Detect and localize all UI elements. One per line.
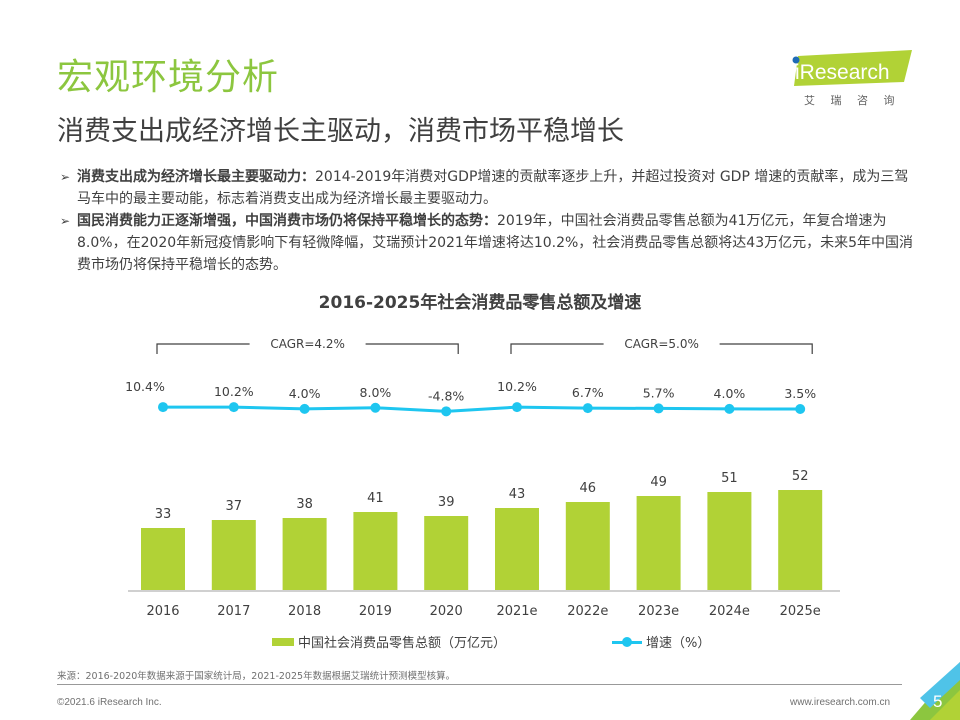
logo-brand-text: iResearch [795,61,890,84]
cagr-bracket-right [719,343,813,354]
growth-value-label: 4.0% [714,386,746,401]
legend-item-line: 增速（%） [612,632,710,651]
growth-point-2019 [370,402,381,413]
corner-decoration [910,662,960,720]
bar-2020 [424,516,469,590]
bar-value-label: 43 [509,487,526,502]
legend-bar-swatch [272,637,294,646]
logo-dot-icon [792,56,800,64]
x-tick-label: 2018 [288,604,321,619]
bar-2018 [282,518,327,590]
bar-2024e [707,492,752,590]
bar-value-label: 46 [580,481,597,496]
logo-banner [794,50,912,86]
bullet-text: 2014-2019年消费对GDP增速的贡献率逐步上升，并超过投资对 GDP 增速… [77,169,909,207]
cagr-brackets: CAGR=4.2% CAGR=5.0% [156,337,813,354]
bullet-item: ➢ 消费支出成为经济增长最主要驱动力：2014-2019年消费对GDP增速的贡献… [60,166,920,210]
growth-point-2024e [724,403,735,414]
arrow-right-icon: ➢ [60,214,71,228]
arrow-right-icon: ➢ [60,170,71,184]
growth-point-2025e [795,404,806,415]
x-tick-label: 2023e [638,604,679,619]
bar-value-label: 41 [367,491,384,506]
bar-value-label: 51 [721,471,738,486]
bar-2021e [495,508,539,590]
x-tick-label: 2024e [709,604,750,619]
growth-point-2021e [512,402,522,413]
growth-point-2022e [582,403,593,414]
page-title: 宏观环境分析 [57,57,280,98]
growth-value-label: 10.2% [497,379,537,394]
legend-line-label: 增速（%） [646,636,711,651]
source-note: 来源：2016-2020年数据来源于国家统计局，2021-2025年数据根据艾瑞… [57,671,456,682]
chart-title: 2016-2025年社会消费品零售总额及增速 [318,293,642,313]
iresearch-logo: iResearch 艾 瑞 咨 询 [792,50,912,107]
bar-value-label: 39 [438,495,455,510]
x-tick-label: 2021e [496,604,537,619]
bullet-list: ➢ 消费支出成为经济增长最主要驱动力：2014-2019年消费对GDP增速的贡献… [60,166,920,276]
x-tick-label: 2017 [217,604,250,619]
growth-point-2018 [299,403,310,414]
bar-value-label: 38 [296,497,313,512]
growth-point-2017 [228,402,239,413]
bar-2022e [565,502,610,590]
cagr-label: CAGR=5.0% [624,337,699,351]
cagr-bracket-left [510,343,604,354]
copyright: ©2021.6 iResearch Inc. [57,697,162,708]
growth-value-label: 3.5% [784,386,816,401]
footer-divider [57,684,902,685]
bar-2019 [353,512,398,590]
bar-value-label: 37 [226,499,243,514]
growth-value-label: 4.0% [289,386,321,401]
growth-value-label: 10.4% [125,379,165,394]
x-tick-label: 2022e [567,604,608,619]
bar-value-label: 49 [650,475,667,490]
growth-value-label: -4.8% [428,388,464,403]
bar-value-label: 33 [155,507,172,522]
x-tick-labels: 2016 2017 2018 2019 2020 2021e 2022e 2023e 2024e… [146,604,820,619]
growth-value-label: 8.0% [360,385,392,400]
legend-line-swatch [612,635,642,649]
growth-value-label: 10.2% [214,384,254,399]
bullet-heading: 消费支出成为经济增长最主要驱动力： [77,169,315,185]
logo-brand-cn: 艾 瑞 咨 询 [804,93,901,107]
bar-2017 [211,520,256,590]
x-tick-label: 2025e [780,604,821,619]
growth-point-2020 [441,406,452,417]
cagr-label: CAGR=4.2% [270,337,345,351]
bar-2023e [636,496,681,590]
bullet-item: ➢ 国民消费能力正逐渐增强，中国消费市场仍将保持平稳增长的态势：2019年，中国… [60,210,920,276]
page-subtitle: 消费支出成经济增长主驱动，消费市场平稳增长 [57,116,624,147]
website-link[interactable]: www.iresearch.com.cn [790,697,891,708]
bar-value-label: 52 [792,469,809,484]
bullet-heading: 国民消费能力正逐渐增强，中国消费市场仍将保持平稳增长的态势： [77,213,497,229]
legend-bar-label: 中国社会消费品零售总额（万亿元） [298,636,507,651]
x-tick-label: 2016 [146,604,179,619]
growth-value-label: 6.7% [572,385,604,400]
cagr-bracket-left [156,343,250,354]
bar-2016 [141,528,185,590]
x-tick-label: 2019 [359,604,392,619]
legend-item-bar: 中国社会消费品零售总额（万亿元） [272,632,506,651]
bar-2025e [778,490,823,590]
growth-point-2016 [158,402,168,413]
bullet-text: 2019年，中国社会消费品零售总额为41万亿元，年复合增速为8.0%，在2020… [77,213,914,273]
line-series: 10.4% 10.2% 4.0% 8.0% -4.8% 10.2% 6.7% 5.7% 4.0%… [125,379,816,417]
cagr-bracket-right [365,343,459,354]
growth-line [162,405,801,413]
x-tick-label: 2020 [430,604,463,619]
bar-series: 33 37 38 41 39 43 46 49 51 52 [141,469,823,590]
growth-point-2023e [653,403,664,414]
growth-value-label: 5.7% [643,385,675,400]
page-number: 5 [933,692,943,711]
